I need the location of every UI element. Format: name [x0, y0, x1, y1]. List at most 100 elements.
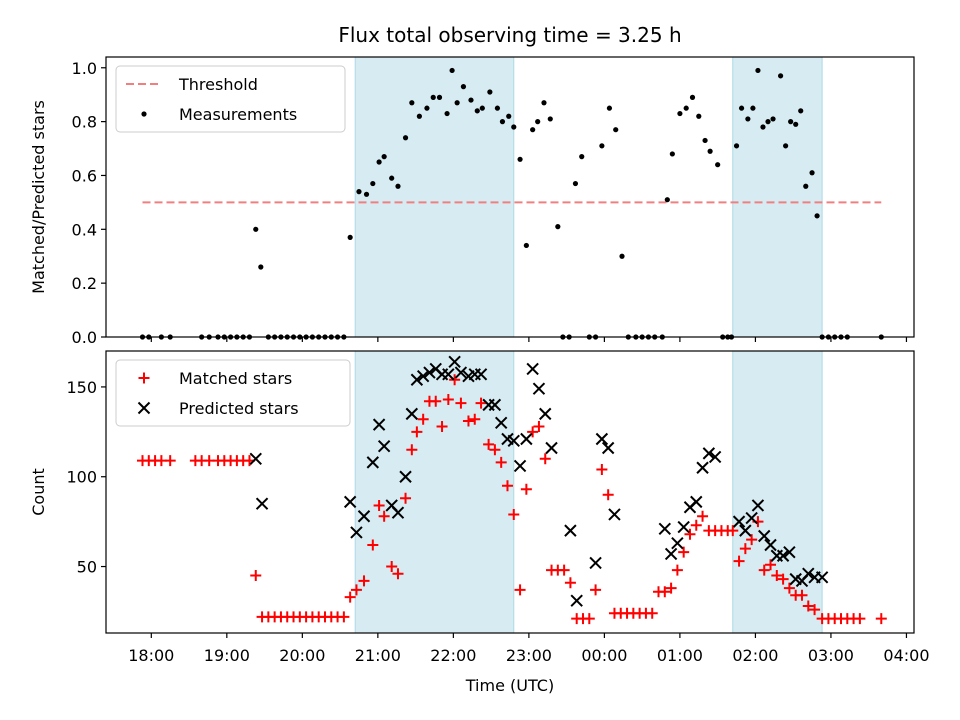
data-point [250, 570, 262, 582]
data-point [164, 455, 176, 467]
y-tick-label: 0.0 [72, 328, 97, 347]
data-point [646, 607, 658, 619]
data-point [802, 567, 815, 580]
x-tick-label: 18:00 [128, 646, 174, 665]
data-point [541, 100, 547, 106]
data-point [258, 264, 264, 270]
data-point [455, 397, 467, 409]
axes-frame [105, 350, 915, 634]
data-point [495, 456, 507, 468]
data-point [468, 97, 474, 103]
data-point [606, 105, 613, 111]
x-tick-label: 03:00 [808, 646, 854, 665]
data-point [423, 366, 436, 379]
data-point [489, 444, 501, 456]
data-point [338, 611, 350, 623]
data-point [494, 416, 508, 430]
data-point [764, 538, 777, 552]
data-point [702, 137, 708, 144]
data-point [367, 539, 379, 551]
axes-frame [105, 56, 915, 338]
data-point [619, 253, 625, 259]
observing-window [732, 56, 823, 338]
data-point [613, 127, 619, 133]
data-point [783, 545, 796, 559]
data-point [357, 510, 371, 523]
x-tick-label: 20:00 [279, 646, 325, 665]
y-axis-title: Matched/Predicted stars [29, 100, 48, 294]
data-point [690, 495, 703, 509]
data-point [416, 113, 422, 119]
data-point [755, 67, 761, 74]
data-point [771, 570, 783, 582]
data-point [479, 105, 485, 111]
data-point [511, 124, 517, 130]
data-point [350, 584, 362, 596]
legend-label: Matched stars [179, 369, 292, 388]
data-point [732, 515, 746, 528]
data-point [372, 418, 386, 431]
data-point [777, 573, 789, 585]
data-point [356, 189, 362, 195]
data-point [539, 453, 551, 465]
data-point [802, 600, 814, 612]
data-point [343, 495, 357, 509]
data-point [809, 170, 815, 176]
data-point [583, 613, 595, 625]
legend-label: Predicted stars [179, 399, 299, 418]
data-point [555, 224, 561, 230]
data-point [391, 506, 405, 519]
y-tick-label: 0.4 [72, 220, 97, 239]
legend-box [115, 65, 346, 133]
x-tick-label: 00:00 [581, 646, 627, 665]
data-point [875, 613, 887, 625]
data-point [599, 143, 605, 149]
data-point [386, 561, 398, 573]
data-point [684, 528, 696, 540]
x-tick-label: 01:00 [657, 646, 703, 665]
data-point [436, 94, 443, 100]
data-point [363, 191, 370, 197]
data-point [669, 151, 675, 157]
y-tick-label: 0.6 [72, 166, 97, 185]
data-point [777, 73, 784, 79]
data-point [770, 116, 776, 122]
data-point [399, 470, 412, 483]
data-point [436, 420, 448, 432]
data-point [564, 577, 576, 589]
data-point [442, 368, 455, 381]
data-point [677, 110, 683, 117]
data-point [249, 452, 262, 465]
data-point [462, 415, 474, 427]
data-point [677, 520, 690, 534]
data-point [424, 105, 430, 111]
x-tick-label: 21:00 [355, 646, 401, 665]
data-point [696, 461, 709, 474]
data-point [405, 407, 419, 421]
data-point [601, 441, 615, 455]
data-point [733, 555, 745, 567]
data-point [475, 397, 487, 409]
data-point [539, 407, 552, 421]
data-point [488, 398, 502, 412]
series-matched-stars [136, 374, 887, 625]
data-point [526, 362, 539, 376]
legend-marker [137, 401, 151, 415]
data-point [702, 447, 716, 460]
data-point [347, 234, 353, 240]
data-point [758, 564, 770, 576]
data-point [570, 594, 583, 607]
data-point [745, 116, 751, 122]
data-point [474, 108, 480, 114]
y-tick-label: 150 [66, 378, 97, 397]
data-point [783, 582, 795, 594]
legend-box [115, 359, 351, 427]
data-point [738, 105, 745, 111]
x-axis-title: Time (UTC) [465, 676, 554, 695]
data-point [513, 459, 527, 473]
data-point [803, 183, 809, 189]
data-point [255, 497, 269, 510]
data-point [373, 499, 385, 511]
data-point [517, 156, 523, 162]
